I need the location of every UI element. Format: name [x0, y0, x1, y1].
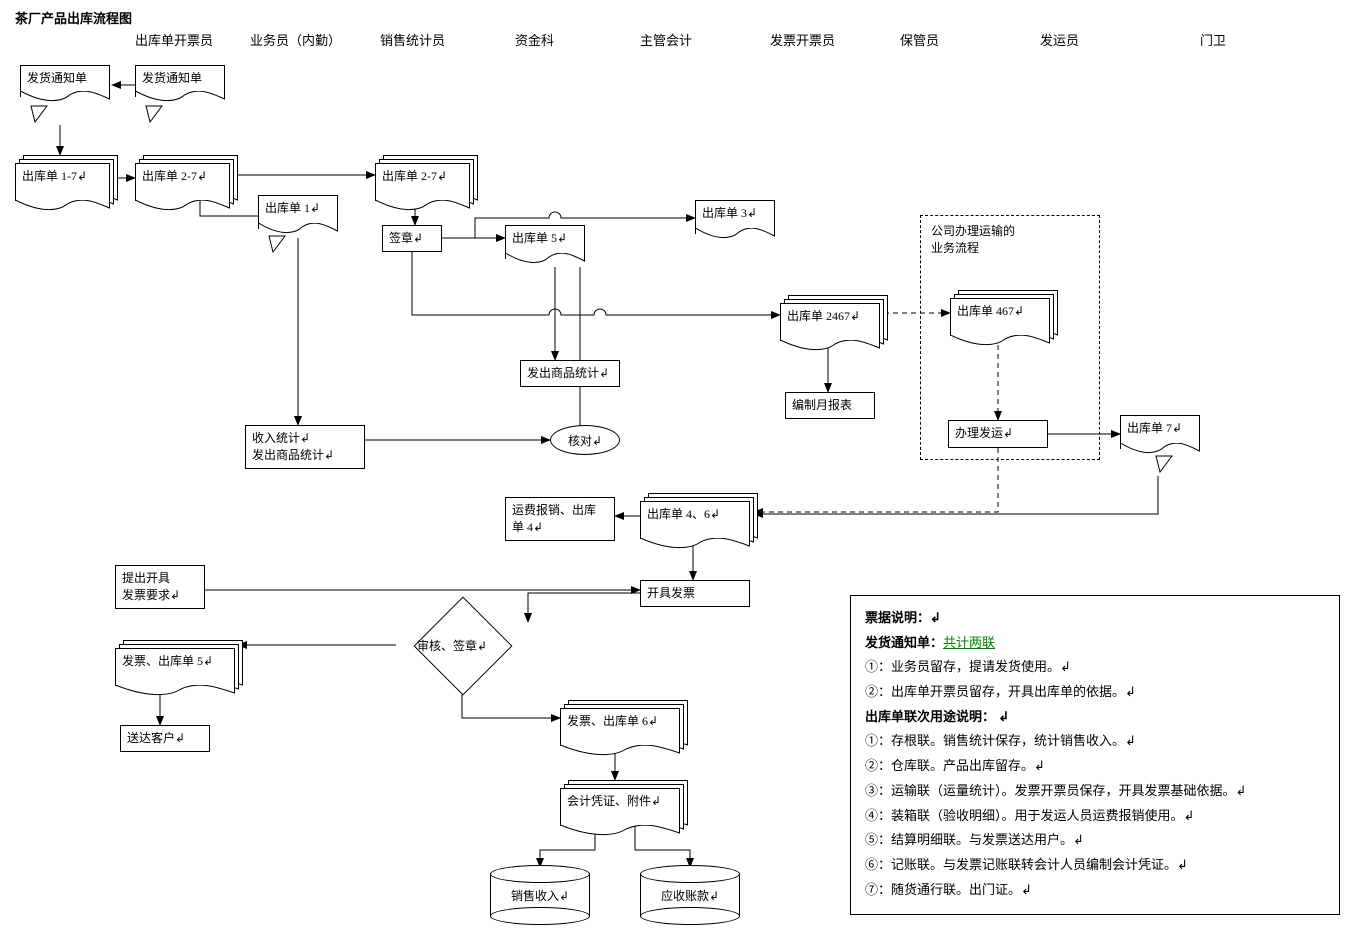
node-anchor_left — [30, 105, 48, 123]
column-header: 发运员 — [1040, 30, 1079, 49]
node-b_revstat: 收入统计↲发出商品统计↲ — [245, 425, 365, 469]
node-b_fee: 运费报销、出库单 4↲ — [505, 497, 615, 541]
node-d_notice_right: 发货通知单 — [135, 65, 225, 105]
node-b_monthrep: 编制月报表 — [785, 392, 875, 419]
node-d_out3: 出库单 3↲ — [695, 200, 775, 242]
node-s_out2467: 出库单 2467↲ — [780, 295, 888, 349]
column-header: 保管员 — [900, 30, 939, 49]
node-o_check: 核对↲ — [550, 425, 620, 455]
node-s_out46: 出库单 4、6↲ — [640, 493, 758, 547]
node-s_out467: 出库单 467↲ — [950, 290, 1058, 344]
column-header: 主管会计 — [640, 30, 692, 49]
node-d_out1: 出库单 1↲ — [258, 195, 338, 237]
legend-line: ⑦：随货通行联。出门证。↲ — [865, 878, 1325, 903]
node-s_out17: 出库单 1-7↲ — [15, 155, 118, 209]
node-s_out27b: 出库单 2-7↲ — [375, 155, 478, 209]
node-d_out5: 出库单 5↲ — [505, 225, 585, 267]
column-header: 业务员（内勤） — [250, 30, 341, 49]
node-anchor_out1 — [268, 235, 286, 253]
legend-line: ⑤：结算明细联。与发票送达用户。↲ — [865, 828, 1325, 853]
node-c_ar: 应收账款↲ — [640, 865, 740, 925]
edge — [462, 677, 560, 718]
column-header: 门卫 — [1200, 30, 1226, 49]
node-b_invreq: 提出开具发票要求↲ — [115, 565, 205, 609]
column-header: 资金科 — [515, 30, 554, 49]
legend-panel: 票据说明：↲发货通知单：共计两联①：业务员留存，提请发货使用。↲②：出库单开票员… — [850, 595, 1340, 915]
page-title: 茶厂产品出库流程图 — [15, 8, 132, 27]
node-s_inv5: 发票、出库单 5↲ — [115, 640, 243, 694]
legend-line: ②：出库单开票员留存，开具出库单的依据。↲ — [865, 680, 1325, 705]
legend-line: ③：运输联（运量统计）。发票开票员保存，开具发票基础依据。↲ — [865, 779, 1325, 804]
node-anchor_right — [145, 105, 163, 123]
node-d_notice_left: 发货通知单 — [20, 65, 110, 105]
node-s_voucher: 会计凭证、附件↲ — [560, 780, 688, 834]
legend-line: ④：装箱联（验收明细）。用于发运人员运费报销使用。↲ — [865, 804, 1325, 829]
node-s_inv6: 发票、出库单 6↲ — [560, 700, 688, 754]
node-b_issue: 开具发票 — [640, 580, 750, 607]
node-b_sign: 签章↲ — [382, 225, 442, 252]
node-c_rev: 销售收入↲ — [490, 865, 590, 925]
edge — [754, 476, 1158, 514]
node-s_out27a: 出库单 2-7↲ — [135, 155, 238, 209]
legend-line: ①：存根联。销售统计保存，统计销售收入。↲ — [865, 729, 1325, 754]
legend-line: ②：仓库联。产品出库留存。↲ — [865, 754, 1325, 779]
column-header: 出库单开票员 — [135, 30, 213, 49]
legend-heading: 票据说明：↲ — [865, 606, 1325, 631]
edge — [412, 251, 780, 315]
node-b_tocust: 送达客户↲ — [120, 725, 210, 752]
node-dm_audit: 审核、签章↲ — [462, 645, 463, 646]
legend-line: ①：业务员留存，提请发货使用。↲ — [865, 655, 1325, 680]
edge — [528, 593, 640, 622]
column-header: 销售统计员 — [380, 30, 445, 49]
node-b_doship: 办理发运↲ — [948, 420, 1048, 448]
node-d_out7: 出库单 7↲ — [1120, 415, 1200, 457]
node-b_sendstat: 发出商品统计↲ — [520, 360, 620, 387]
node-anchor_out7 — [1155, 455, 1173, 473]
legend-line: ⑥：记账联。与发票记账联转会计人员编制会计凭证。↲ — [865, 853, 1325, 878]
column-header: 发票开票员 — [770, 30, 835, 49]
